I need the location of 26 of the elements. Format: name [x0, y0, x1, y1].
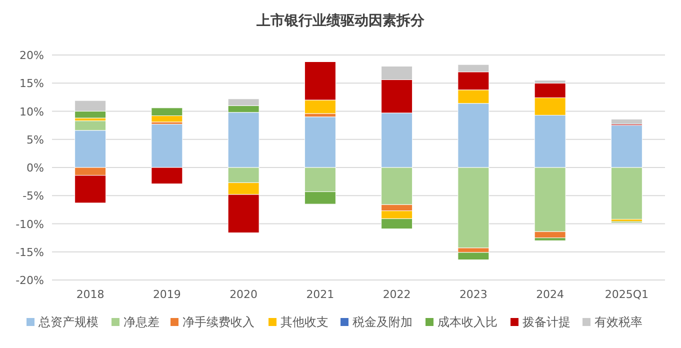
legend-label: 税金及附加 [352, 315, 412, 329]
y-tick-label: -10% [16, 218, 44, 231]
y-tick-label: -15% [16, 246, 44, 259]
x-tick-label: 2023 [459, 288, 488, 301]
legend-label: 拨备计提 [522, 315, 570, 329]
y-tick-label: 15% [20, 77, 44, 90]
legend-label: 净息差 [124, 315, 160, 329]
y-tick-label: 20% [20, 49, 44, 62]
legend-label: 成本收入比 [438, 315, 498, 329]
chart-title: 上市银行业绩驱动因素拆分 [256, 12, 426, 29]
legend-label: 净手续费收入 [182, 315, 254, 329]
y-tick-label: 0% [26, 162, 44, 174]
legend-label: 总资产规模 [38, 315, 98, 329]
x-tick-label: 2025Q1 [604, 288, 649, 301]
y-tick-label: -5% [22, 190, 44, 203]
x-tick-label: 2019 [152, 288, 181, 301]
x-tick-label: 2024 [536, 288, 564, 301]
x-tick-label: 2021 [306, 288, 334, 301]
y-tick-label: 10% [20, 105, 44, 118]
x-tick-label: 2022 [382, 288, 411, 301]
x-tick-label: 2018 [76, 288, 104, 301]
y-tick-label: -20% [16, 274, 44, 287]
legend-label: 其他收支 [280, 315, 328, 329]
y-tick-label: 5% [26, 133, 44, 146]
x-tick-label: 2020 [230, 288, 258, 301]
legend-label: 有效税率 [594, 315, 642, 329]
